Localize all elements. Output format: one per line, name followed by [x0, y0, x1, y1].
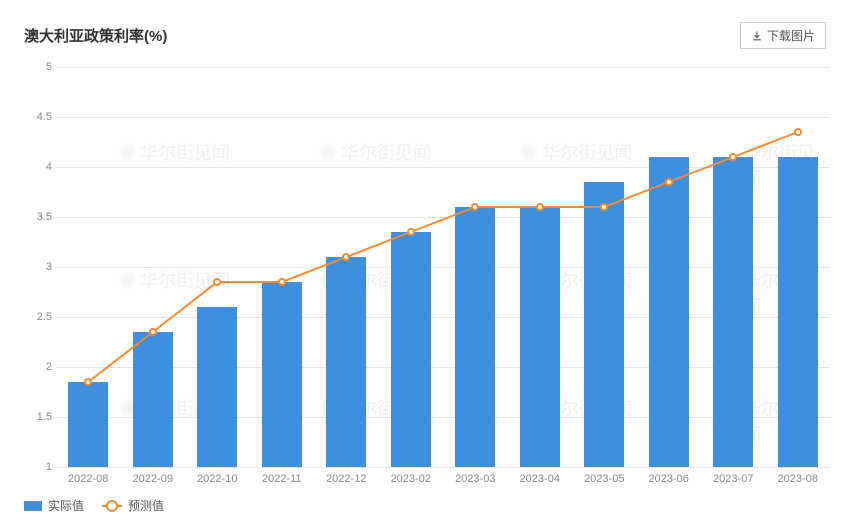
y-tick-label: 4	[16, 161, 52, 173]
x-tick-label: 2023-04	[520, 473, 560, 485]
x-tick-label: 2023-08	[778, 473, 818, 485]
y-tick-label: 1.5	[16, 411, 52, 423]
x-tick-label: 2023-07	[713, 473, 753, 485]
legend-item-bar: 实际值	[24, 497, 84, 514]
y-tick-label: 3	[16, 261, 52, 273]
x-tick-label: 2022-08	[68, 473, 108, 485]
bar	[649, 157, 689, 467]
bar	[68, 382, 108, 467]
x-tick-label: 2022-09	[133, 473, 173, 485]
x-tick-label: 2023-06	[649, 473, 689, 485]
bar	[455, 207, 495, 467]
legend-bar-label: 实际值	[48, 497, 84, 514]
x-axis-labels: 2022-08 2022-09 2022-10 2022-11 2022-12 2023-…	[56, 473, 830, 491]
plot: 华尔街见闻华尔街见闻华尔街见闻华尔街见闻华尔街见闻华尔街见闻华尔街见闻华尔街见闻…	[56, 67, 830, 467]
x-tick-label: 2023-05	[584, 473, 624, 485]
bar-swatch	[24, 501, 42, 511]
x-tick-label: 2022-11	[262, 473, 302, 485]
line-marker	[794, 128, 802, 136]
download-button[interactable]: 下载图片	[740, 22, 826, 49]
x-tick-label: 2022-12	[326, 473, 366, 485]
watermark: 华尔街见闻	[520, 139, 632, 165]
grid-line	[56, 467, 830, 468]
watermark: 华尔街见闻	[118, 139, 230, 165]
download-label: 下载图片	[767, 27, 815, 44]
legend-line-label: 预测值	[128, 497, 164, 514]
x-tick-label: 2023-02	[391, 473, 431, 485]
y-tick-label: 2	[16, 361, 52, 373]
line-marker	[213, 278, 221, 286]
line-marker	[278, 278, 286, 286]
y-tick-label: 1	[16, 461, 52, 473]
y-tick-label: 3.5	[16, 211, 52, 223]
bar	[133, 332, 173, 467]
line-marker	[665, 178, 673, 186]
download-icon	[751, 30, 763, 42]
y-tick-label: 5	[16, 61, 52, 73]
line-marker	[536, 203, 544, 211]
bar	[778, 157, 818, 467]
y-tick-label: 4.5	[16, 111, 52, 123]
grid-line	[56, 67, 830, 68]
bar	[391, 232, 431, 467]
y-tick-label: 2.5	[16, 311, 52, 323]
x-tick-label: 2023-03	[455, 473, 495, 485]
line-swatch	[102, 505, 122, 507]
y-axis: 11.522.533.544.55	[16, 67, 52, 467]
line-marker	[407, 228, 415, 236]
grid-line	[56, 117, 830, 118]
bar	[520, 207, 560, 467]
bar	[197, 307, 237, 467]
watermark: 华尔街见闻	[319, 139, 431, 165]
x-tick-label: 2022-10	[197, 473, 237, 485]
legend-item-line: 预测值	[102, 497, 164, 514]
chart-title: 澳大利亚政策利率(%)	[24, 25, 167, 46]
legend: 实际值 预测值	[24, 497, 850, 514]
bar	[584, 182, 624, 467]
bar	[713, 157, 753, 467]
chart-plot-area: 11.522.533.544.55 华尔街见闻华尔街见闻华尔街见闻华尔街见闻华尔…	[56, 67, 830, 467]
line-marker	[149, 328, 157, 336]
bar	[326, 257, 366, 467]
bar	[262, 282, 302, 467]
